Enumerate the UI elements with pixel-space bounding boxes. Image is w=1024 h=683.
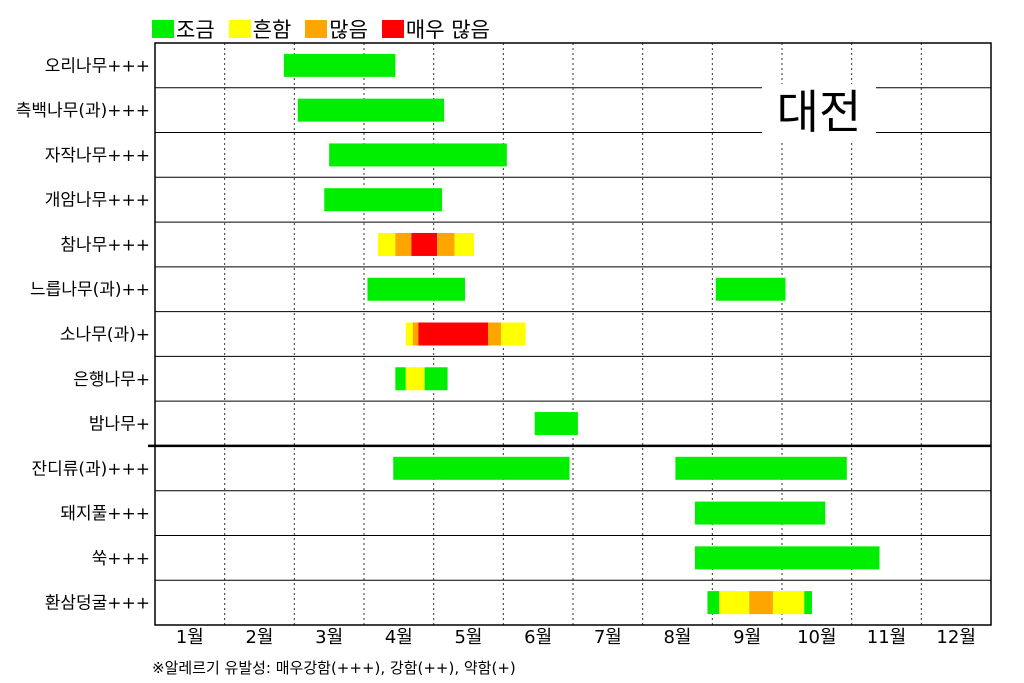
bar-segment-low xyxy=(534,412,578,436)
bar-segment-mid xyxy=(719,591,750,615)
row-label: 돼지풀+++ xyxy=(60,504,150,524)
bar-segment-low xyxy=(297,98,445,122)
legend-swatch-vhigh xyxy=(381,20,404,38)
row-label: 오리나무+++ xyxy=(45,56,150,76)
legend-item-mid: 흔함 xyxy=(228,14,292,44)
month-label: 7월 xyxy=(594,627,622,648)
bar-segment-mid xyxy=(405,322,413,346)
month-label: 1월 xyxy=(176,627,204,648)
row-label: 소나무(과)+ xyxy=(60,325,150,345)
month-label: 6월 xyxy=(524,627,552,648)
bar-segment-low xyxy=(367,277,466,301)
bar-segment-low xyxy=(329,143,507,167)
stamp-label: 대전 xyxy=(777,85,862,139)
bar-segment-low xyxy=(715,277,786,301)
row-label: 밤나무+ xyxy=(89,415,150,435)
bar-segment-mid xyxy=(501,322,526,346)
row-label: 측백나무(과)+++ xyxy=(16,101,150,121)
row-label: 은행나무+ xyxy=(73,370,150,390)
bar-segment-vhigh xyxy=(411,232,438,256)
bar-segment-high xyxy=(412,322,419,346)
legend-item-low: 조금 xyxy=(152,14,215,44)
footnote: ※알레르기 유발성: 매우강함(+++), 강함(++), 약함(+) xyxy=(152,659,516,677)
legend-label-mid: 흔함 xyxy=(252,18,292,42)
row-label: 환삼덩굴+++ xyxy=(45,594,150,614)
row-label: 참나무+++ xyxy=(60,235,150,255)
month-label: 5월 xyxy=(454,627,482,648)
bar-segment-low xyxy=(804,591,812,615)
bar-segment-vhigh xyxy=(418,322,489,346)
legend-label-vhigh: 매우 많음 xyxy=(405,18,490,42)
legend-item-high: 많음 xyxy=(305,14,368,44)
legend-swatch-high xyxy=(305,20,328,38)
legend-swatch-mid xyxy=(228,20,251,38)
bar-segment-low xyxy=(395,367,406,391)
month-label: 12월 xyxy=(936,627,975,648)
month-label: 10월 xyxy=(797,627,836,648)
stamp-background xyxy=(762,84,876,140)
bar-segment-low xyxy=(283,53,396,77)
legend-label-low: 조금 xyxy=(176,18,215,42)
month-label: 3월 xyxy=(315,627,343,648)
bar-segment-mid xyxy=(405,367,425,391)
row-label: 자작나무+++ xyxy=(45,146,150,166)
row-label: 느릅나무(과)++ xyxy=(30,280,150,300)
bar-segment-high xyxy=(395,232,412,256)
bar-segment-low xyxy=(393,456,570,480)
legend-label-high: 많음 xyxy=(329,18,368,42)
bar-segment-mid xyxy=(377,232,396,256)
legend-item-vhigh: 매우 많음 xyxy=(381,14,490,44)
month-label: 2월 xyxy=(245,627,273,648)
month-label: 9월 xyxy=(733,627,761,648)
bar-segment-mid xyxy=(454,232,475,256)
legend-swatch-low xyxy=(152,20,174,38)
bar-segment-high xyxy=(749,591,773,615)
bar-segment-mid xyxy=(772,591,805,615)
bar-segment-low xyxy=(694,501,826,525)
bar-segment-low xyxy=(694,546,880,570)
month-label: 11월 xyxy=(867,627,906,648)
bar-segment-low xyxy=(707,591,720,615)
legend: 조금 흔함 많음 매우 많음 xyxy=(152,14,490,44)
bar-segment-high xyxy=(488,322,502,346)
row-label: 개암나무+++ xyxy=(45,191,150,211)
bar-segment-high xyxy=(437,232,455,256)
month-label: 4월 xyxy=(385,627,413,648)
bar-segment-low xyxy=(675,456,847,480)
plot-frame xyxy=(154,42,992,626)
bar-segment-low xyxy=(324,188,443,212)
row-label: 쑥+++ xyxy=(92,549,150,569)
month-label: 8월 xyxy=(663,627,691,648)
bar-segment-low xyxy=(424,367,448,391)
row-label: 잔디류(과)+++ xyxy=(31,459,150,479)
